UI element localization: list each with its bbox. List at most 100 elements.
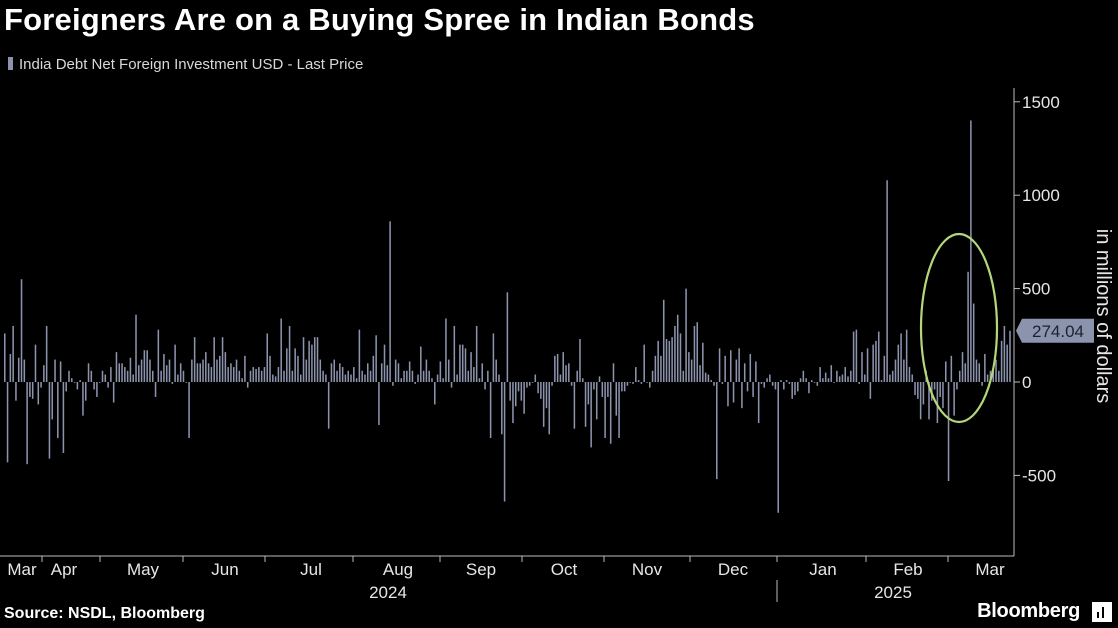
bar bbox=[654, 355, 657, 382]
bar bbox=[749, 353, 752, 382]
bar bbox=[224, 352, 227, 382]
bar bbox=[193, 337, 196, 382]
x-tick-label: Jun bbox=[211, 560, 238, 579]
bar bbox=[604, 382, 606, 439]
bar bbox=[953, 382, 955, 416]
bar bbox=[783, 382, 785, 390]
bar bbox=[998, 370, 1000, 382]
bar bbox=[922, 382, 925, 405]
bar bbox=[933, 382, 936, 390]
bar bbox=[556, 353, 559, 382]
bar bbox=[609, 382, 612, 444]
bar bbox=[886, 180, 888, 382]
bar bbox=[679, 333, 682, 382]
bar bbox=[205, 352, 207, 382]
bar bbox=[311, 344, 313, 382]
bar bbox=[568, 363, 570, 382]
bar bbox=[400, 378, 403, 382]
bar bbox=[73, 382, 76, 383]
bar bbox=[986, 374, 989, 382]
bar bbox=[327, 382, 330, 429]
bar bbox=[481, 363, 484, 382]
bar bbox=[260, 370, 263, 382]
bar bbox=[294, 348, 296, 382]
bar bbox=[436, 374, 439, 382]
bar bbox=[447, 359, 450, 382]
bar bbox=[657, 340, 659, 382]
bar bbox=[411, 370, 414, 382]
bar bbox=[40, 382, 42, 388]
bar bbox=[37, 382, 40, 405]
bar bbox=[29, 382, 31, 397]
bar bbox=[799, 378, 802, 382]
bar bbox=[445, 318, 447, 382]
bar bbox=[364, 374, 366, 382]
bar bbox=[344, 374, 347, 382]
bar bbox=[766, 378, 768, 382]
bar bbox=[635, 367, 637, 382]
bar bbox=[685, 288, 687, 382]
bar bbox=[615, 382, 618, 416]
bar bbox=[199, 363, 201, 382]
bar bbox=[316, 337, 319, 382]
x-tick-label: Aug bbox=[383, 560, 413, 579]
bar bbox=[82, 382, 84, 416]
bar bbox=[461, 344, 464, 382]
bar bbox=[392, 382, 394, 386]
bar bbox=[26, 382, 28, 465]
bar bbox=[660, 355, 662, 382]
bar bbox=[484, 382, 486, 390]
bar bbox=[554, 355, 556, 382]
bar bbox=[68, 370, 70, 382]
bar bbox=[383, 344, 386, 382]
bar bbox=[238, 370, 241, 382]
bar bbox=[258, 367, 260, 382]
bar bbox=[755, 361, 757, 382]
bar bbox=[277, 367, 280, 382]
bar bbox=[704, 372, 707, 382]
bar bbox=[883, 355, 886, 382]
bar bbox=[330, 363, 333, 382]
bar bbox=[171, 382, 174, 384]
bar bbox=[894, 359, 897, 382]
bar bbox=[651, 370, 654, 382]
bar bbox=[836, 370, 838, 382]
bar bbox=[503, 382, 506, 502]
bar bbox=[221, 337, 224, 382]
bar bbox=[422, 370, 425, 382]
bar bbox=[101, 370, 104, 382]
bar bbox=[54, 359, 56, 382]
bar bbox=[341, 367, 344, 382]
bar bbox=[350, 374, 352, 382]
year-label: 2024 bbox=[369, 583, 407, 602]
bar bbox=[216, 359, 218, 382]
bar bbox=[702, 342, 704, 382]
bar bbox=[810, 380, 813, 382]
bar bbox=[336, 370, 338, 382]
bar bbox=[495, 359, 497, 382]
bar bbox=[978, 363, 981, 382]
bar bbox=[791, 382, 793, 399]
bar bbox=[956, 382, 958, 390]
x-tick-label: Jan bbox=[809, 560, 836, 579]
bar bbox=[325, 374, 327, 382]
bar bbox=[272, 374, 274, 382]
bar bbox=[375, 335, 377, 382]
bar bbox=[908, 367, 911, 382]
bar bbox=[79, 380, 81, 382]
bar bbox=[939, 382, 941, 397]
bar bbox=[827, 378, 830, 382]
bar bbox=[646, 382, 648, 383]
bar bbox=[492, 333, 495, 382]
bar bbox=[210, 367, 213, 382]
bar bbox=[506, 292, 509, 382]
bar bbox=[369, 370, 372, 382]
bar bbox=[914, 382, 916, 396]
bar bbox=[676, 314, 679, 382]
bar bbox=[808, 382, 810, 394]
bar bbox=[903, 359, 905, 382]
bar bbox=[752, 382, 754, 397]
bar bbox=[76, 382, 79, 390]
bar bbox=[202, 359, 204, 382]
x-tick-label: Apr bbox=[51, 560, 78, 579]
